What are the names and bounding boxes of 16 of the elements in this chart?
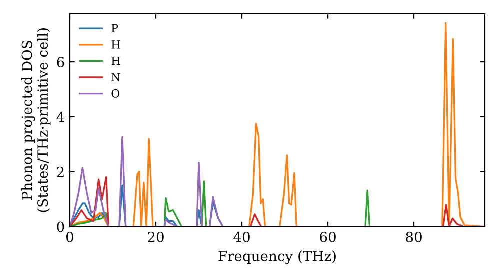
y-tick-label: 6 [57,57,64,68]
legend-label: H [112,40,120,49]
legend-label: O [112,89,120,98]
legend-label: P [112,24,118,32]
x-tick-label: 0 [66,232,74,242]
y-tick-label: 4 [56,112,64,122]
x-axis-title: Frequency (THz) [218,250,336,264]
x-tick-label: 60 [320,232,336,242]
x-tick-label: 80 [406,232,422,242]
y-tick-label: 2 [57,166,64,178]
x-tick-label: 40 [234,232,250,242]
x-tick-label: 20 [148,232,164,242]
y-axis-title: Phonon projected DOS (States/THz·primitive cell) [22,28,51,212]
legend-label: N [112,73,120,82]
legend-label: H [112,56,120,66]
y-tick-label: 0 [57,222,64,232]
